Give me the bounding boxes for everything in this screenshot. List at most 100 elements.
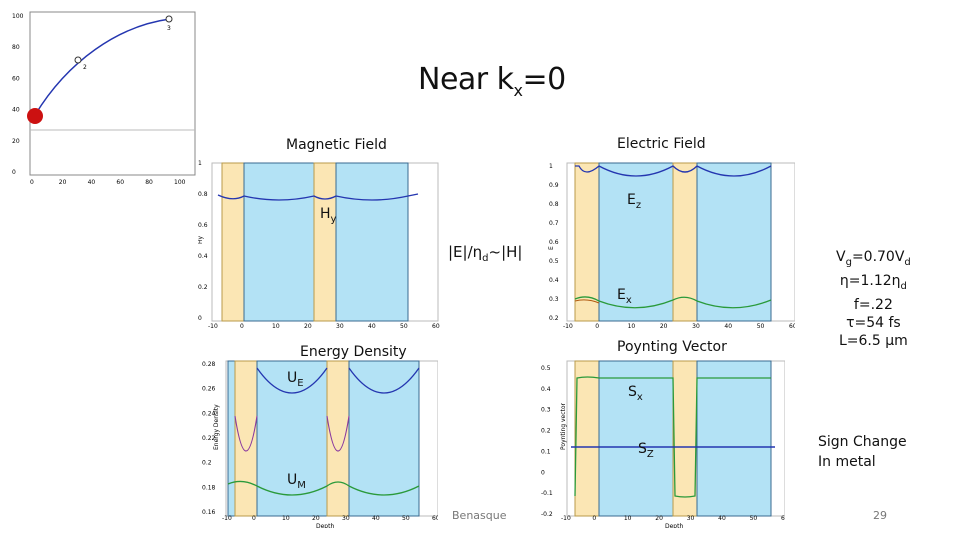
dielectric-region <box>598 162 674 322</box>
x-tick-label: -10 <box>561 515 571 522</box>
x-tick-label: 80 <box>145 179 153 186</box>
electric-field-label: Electric Field <box>617 136 706 152</box>
f-param: f=.22 <box>853 296 893 313</box>
dielectric-region <box>243 162 315 322</box>
x-tick-label: -10 <box>208 323 218 330</box>
y-tick-label: 0.4 <box>198 253 208 260</box>
x-tick-label: 50 <box>750 515 758 522</box>
y-tick-label: 0.22 <box>202 435 216 442</box>
x-tick-label: 30 <box>687 515 695 522</box>
y-tick-label: 80 <box>12 44 20 51</box>
dispersion-inset: 3 2 0 20 40 60 80 100 0 20 40 60 80 100 <box>12 11 196 186</box>
y-tick-label: 0.6 <box>198 222 208 229</box>
metal-region <box>574 360 600 517</box>
x-tick-label: 20 <box>655 515 663 522</box>
y-tick-label: 0.6 <box>549 239 559 246</box>
metal-region <box>326 360 350 517</box>
energy-density-chart: Energy Density Depth -10 0 10 20 30 40 50 60 0.1… <box>202 360 438 528</box>
ez-label: Ez <box>627 192 642 211</box>
x-tick-label: 10 <box>624 515 632 522</box>
y-tick-label: 0.2 <box>549 315 559 322</box>
x-tick-label: 0 <box>595 323 599 330</box>
y-tick-label: 0.5 <box>549 258 559 265</box>
marker-dot <box>27 108 43 124</box>
y-tick-label: -0.2 <box>541 511 553 518</box>
y-tick-label: 0.26 <box>202 386 216 393</box>
y-tick-label: 0.24 <box>202 410 216 417</box>
inset-point-3 <box>165 15 173 23</box>
x-tick-label: 30 <box>342 515 350 522</box>
poynting-vector-label: Poynting Vector <box>617 339 727 355</box>
y-tick-label: -0.1 <box>541 490 553 497</box>
ratio-label: |E|/ηd~|H| <box>448 243 523 264</box>
metal-region <box>313 162 337 322</box>
ue-label: UE <box>287 370 304 389</box>
x-tick-label: 40 <box>372 515 380 522</box>
y-tick-label: 0.2 <box>202 460 212 467</box>
x-tick-label: 40 <box>368 323 376 330</box>
x-tick-label: 30 <box>336 323 344 330</box>
svg-text:E: E <box>548 246 555 250</box>
y-tick-label: 60 <box>12 75 20 82</box>
x-tick-label: 40 <box>724 323 732 330</box>
x-tick-label: -10 <box>563 323 573 330</box>
svg-text:Energy Density: Energy Density <box>213 404 220 450</box>
vg-param: Vg=0.70Vd <box>836 249 911 268</box>
x-tick-label: 20 <box>312 515 320 522</box>
hy-curve <box>217 193 419 201</box>
ue-curve <box>256 367 420 394</box>
ez-curve <box>575 165 772 177</box>
y-tick-label: 1 <box>549 163 553 170</box>
sx-label: Sx <box>628 384 643 403</box>
ex-label: Ex <box>617 287 632 306</box>
x-tick-label: 60 <box>781 515 785 522</box>
y-tick-label: 0.3 <box>549 296 559 303</box>
metal-region <box>574 162 600 322</box>
parameters-block: Vg=0.70Vd η=1.12ηd f=.22 τ=54 fs L=6.5 μ… <box>836 248 911 350</box>
page-number: 29 <box>873 509 887 522</box>
svg-text:Depth: Depth <box>665 523 683 528</box>
dielectric-region <box>256 360 328 517</box>
x-tick-label: 10 <box>628 323 636 330</box>
y-tick-label: 0.18 <box>202 484 216 491</box>
metal-region <box>672 360 698 517</box>
y-tick-label: 0.28 <box>202 361 216 368</box>
tau-param: τ=54 fs <box>846 314 901 331</box>
x-tick-label: 60 <box>789 323 795 330</box>
dielectric-region <box>696 162 772 322</box>
y-tick-label: 0.7 <box>549 220 559 227</box>
y-tick-label: 100 <box>12 13 24 20</box>
x-tick-label: 60 <box>116 179 124 186</box>
svg-text:Depth: Depth <box>316 523 334 528</box>
slide-title: Near kx=0 <box>418 62 566 100</box>
y-tick-label: 0 <box>541 469 545 476</box>
x-tick-label: 30 <box>692 323 700 330</box>
footer-left: Benasque <box>452 509 507 522</box>
x-tick-label: 40 <box>88 179 96 186</box>
x-tick-label: 60 <box>432 515 438 522</box>
y-tick-label: 0.16 <box>202 509 216 516</box>
svg-text:Poynting vector: Poynting vector <box>560 402 567 450</box>
x-tick-label: -10 <box>222 515 232 522</box>
y-tick-label: 0.5 <box>541 365 551 372</box>
y-tick-label: 0.8 <box>198 191 208 198</box>
x-tick-label: 50 <box>400 323 408 330</box>
dielectric-region <box>598 360 674 517</box>
hy-label: Hy <box>320 206 337 225</box>
magnetic-field-label: Magnetic Field <box>286 137 387 153</box>
x-tick-label: 20 <box>304 323 312 330</box>
y-tick-label: 0 <box>198 315 202 322</box>
dielectric-region <box>348 360 420 517</box>
y-tick-label: 0.2 <box>541 428 551 435</box>
x-tick-label: 20 <box>59 179 67 186</box>
sx-curve <box>574 376 771 498</box>
x-tick-label: 50 <box>402 515 410 522</box>
x-tick-label: 20 <box>660 323 668 330</box>
y-tick-label: 40 <box>12 107 20 114</box>
y-tick-label: 0.2 <box>198 284 208 291</box>
dielectric-region <box>696 360 772 517</box>
poynting-vector-chart: Poynting vector Depth -10 0 10 20 30 40 50 60 -0… <box>541 360 785 528</box>
metal-region <box>672 162 698 322</box>
y-tick-label: 0 <box>12 169 16 176</box>
